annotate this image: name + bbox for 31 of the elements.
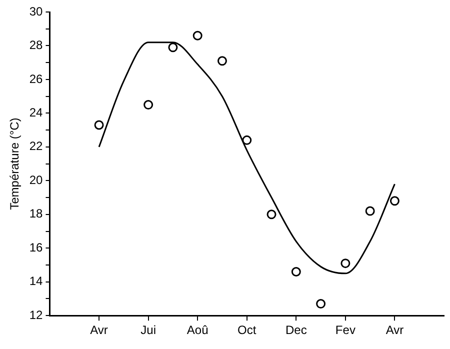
y-tick-label: 14	[29, 274, 44, 288]
point	[266, 210, 276, 220]
y-tick-label: 28	[29, 38, 44, 52]
point	[340, 258, 350, 268]
y-tick-label: 30	[29, 4, 44, 18]
x-tick-label: Dec	[285, 323, 307, 338]
point	[192, 30, 202, 40]
point	[291, 266, 301, 276]
y-tick-label: 24	[29, 106, 44, 120]
y-tick-label: 18	[29, 206, 44, 221]
x-tick-label: Fev	[335, 323, 356, 338]
line-series	[98, 42, 396, 274]
y-tick-label: 16	[29, 240, 44, 254]
x-tick-label: Avr	[386, 323, 404, 338]
point	[390, 196, 400, 206]
point	[365, 206, 375, 216]
point	[316, 299, 326, 309]
point	[217, 56, 227, 66]
x-tick-label: Jui	[140, 323, 156, 338]
y-tick-label: 22	[29, 139, 44, 154]
point	[94, 120, 104, 130]
x-tick-label: Oct	[238, 323, 257, 338]
point	[168, 42, 178, 52]
y-axis-title: Température (°C)	[8, 118, 22, 210]
y-tick-label: 26	[29, 72, 44, 86]
y-tick-label: 20	[29, 172, 44, 187]
x-tick-label: Aoû	[186, 323, 208, 338]
point	[144, 100, 154, 110]
point	[242, 135, 252, 145]
y-tick-label: 12	[29, 308, 44, 322]
x-tick-label: Avr	[90, 323, 108, 338]
